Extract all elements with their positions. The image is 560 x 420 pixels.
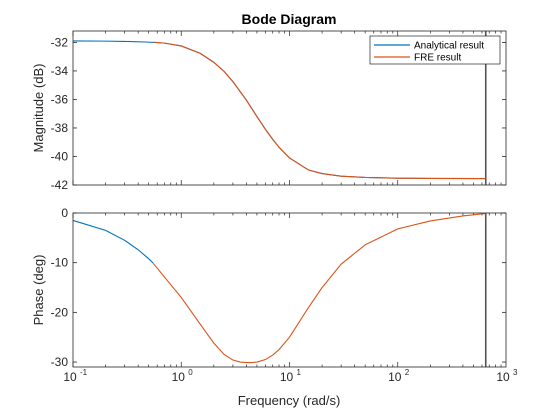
magnitude-axes-box: [72, 30, 507, 186]
phase-series-fre: [152, 212, 486, 364]
magnitude-series-fre: [153, 41, 486, 180]
xtick-label: 10: [63, 370, 77, 384]
phase-plot-area: [73, 213, 506, 367]
magnitude-ytick-label: -38: [51, 121, 69, 135]
magnitude-ytick-label: -32: [51, 35, 69, 49]
magnitude-ytick-label: -34: [51, 64, 69, 78]
legend-label-fre: FRE result: [414, 53, 461, 64]
phase-ytick-label: -20: [51, 305, 69, 319]
magnitude-ytick-label: -40: [51, 149, 69, 163]
xtick-exponent: 2: [405, 368, 410, 377]
magnitude-axis-label: Magnitude (dB): [31, 64, 46, 153]
xtick-exponent: 0: [188, 368, 193, 377]
xtick-label: 10: [388, 370, 402, 384]
xtick-label: 10: [496, 370, 510, 384]
phase-ytick-label: -10: [51, 256, 69, 270]
chart-title: Bode Diagram: [242, 11, 337, 27]
xtick-exponent: -1: [80, 368, 88, 377]
phase-ytick-label: -30: [51, 355, 69, 369]
x-axis-label: Frequency (rad/s): [238, 393, 341, 408]
xtick-label: 10: [172, 370, 186, 384]
magnitude-ytick-label: -42: [51, 178, 69, 192]
phase-series-analytical: [72, 219, 154, 264]
legend-label-analytical: Analytical result: [414, 41, 484, 52]
phase-ytick-label: 0: [61, 206, 68, 220]
xtick-exponent: 1: [297, 368, 302, 377]
xtick-label: 10: [280, 370, 294, 384]
phase-axis-label: Phase (deg): [31, 255, 46, 326]
phase-axes-box: [72, 212, 507, 368]
legend: Analytical result FRE result: [369, 35, 501, 65]
phase-panel: -30 -20 -10 0 Phase (deg): [31, 206, 507, 369]
legend-box: [369, 35, 501, 65]
magnitude-ytick-label: -36: [51, 92, 69, 106]
xtick-exponent: 3: [513, 368, 518, 377]
